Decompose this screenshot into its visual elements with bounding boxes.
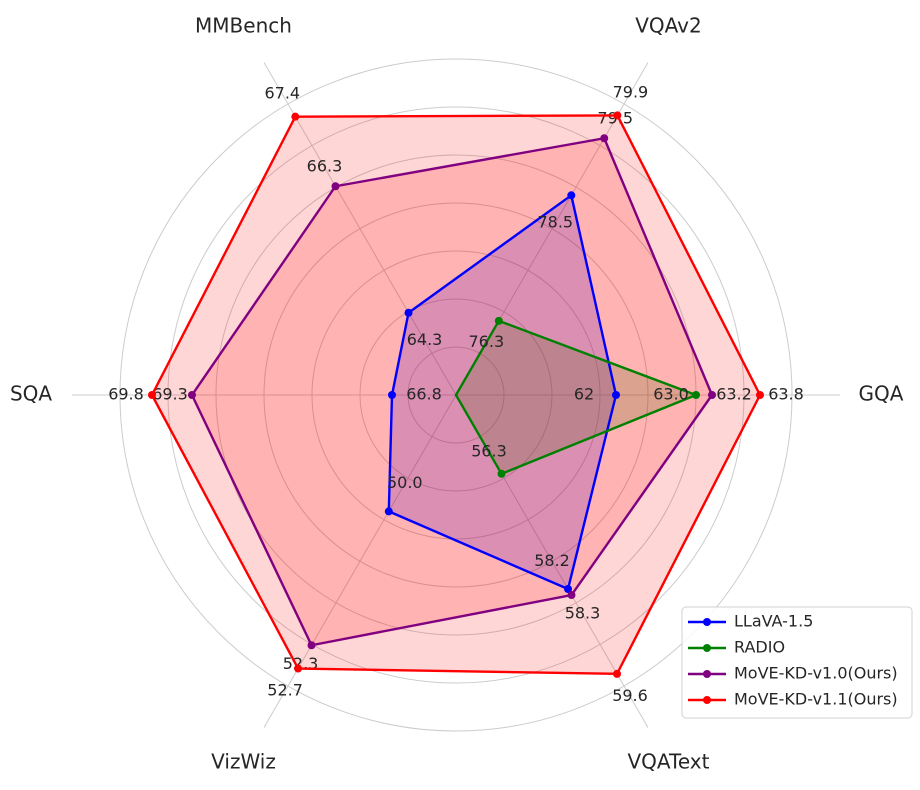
data-point bbox=[494, 316, 503, 325]
series-line bbox=[150, 115, 297, 397]
data-point bbox=[294, 664, 303, 673]
series-line bbox=[615, 393, 762, 676]
value-label: 56.3 bbox=[471, 442, 507, 461]
data-point bbox=[404, 308, 413, 317]
data-point bbox=[567, 191, 576, 200]
legend-label: RADIO bbox=[734, 638, 785, 657]
value-label: 69.3 bbox=[152, 385, 188, 404]
data-point bbox=[692, 391, 700, 399]
value-label: 66.8 bbox=[406, 385, 442, 404]
axis-label: GQA bbox=[859, 382, 904, 406]
data-point bbox=[613, 669, 621, 678]
series-line bbox=[454, 393, 503, 476]
series-line bbox=[566, 393, 618, 591]
value-label: 59.6 bbox=[612, 686, 648, 705]
value-label: 67.4 bbox=[264, 84, 300, 103]
value-label: 76.3 bbox=[469, 332, 505, 351]
legend-label: MoVE-KD-v1.0(Ours) bbox=[734, 664, 898, 683]
data-point bbox=[613, 111, 622, 120]
value-label: 62 bbox=[574, 385, 594, 404]
value-label: 63.0 bbox=[653, 385, 689, 404]
axis-label: MMBench bbox=[195, 13, 292, 37]
data-point bbox=[291, 112, 300, 121]
data-point bbox=[307, 641, 316, 650]
value-label: 50.0 bbox=[387, 473, 423, 492]
value-label: 63.8 bbox=[768, 385, 804, 404]
value-label: 63.2 bbox=[716, 385, 752, 404]
data-point bbox=[756, 391, 764, 399]
data-point bbox=[708, 391, 716, 399]
series-line bbox=[310, 593, 573, 647]
axis-label: VizWiz bbox=[211, 750, 276, 774]
value-label: 58.2 bbox=[534, 551, 570, 570]
value-label: 66.3 bbox=[307, 157, 343, 176]
data-point bbox=[384, 507, 393, 516]
series-line bbox=[296, 667, 619, 676]
series-line bbox=[150, 393, 300, 670]
spoke bbox=[263, 394, 457, 728]
data-point bbox=[497, 469, 506, 478]
value-label: 64.3 bbox=[407, 330, 443, 349]
series-line bbox=[190, 393, 313, 647]
value-label: 79.9 bbox=[613, 82, 649, 101]
data-point bbox=[567, 591, 576, 600]
series-line bbox=[497, 319, 698, 397]
data-point bbox=[148, 391, 156, 399]
value-label: 58.3 bbox=[565, 604, 601, 623]
area-fill bbox=[192, 138, 712, 646]
legend-marker bbox=[703, 670, 711, 678]
series-line bbox=[500, 393, 698, 476]
legend-marker bbox=[703, 618, 711, 626]
value-label: 78.5 bbox=[537, 213, 573, 232]
series-line bbox=[454, 319, 501, 397]
data-point bbox=[564, 584, 572, 593]
series-line bbox=[387, 510, 570, 591]
axis-label: VQAv2 bbox=[635, 13, 702, 37]
series-line bbox=[570, 393, 714, 597]
data-point bbox=[600, 134, 609, 143]
data-point bbox=[331, 182, 340, 191]
series-line bbox=[603, 137, 714, 397]
value-label: 69.8 bbox=[108, 385, 144, 404]
series-line bbox=[616, 114, 762, 397]
area-fill bbox=[388, 195, 616, 589]
legend-marker bbox=[703, 644, 711, 652]
axis-label: VQAText bbox=[627, 750, 709, 774]
legend: LLaVA-1.5 RADIO MoVE-KD-v1.0(Ours) MoVE-KD-… bbox=[681, 606, 913, 719]
series-line bbox=[294, 114, 619, 118]
axis-label: SQA bbox=[10, 382, 52, 406]
area-fill bbox=[456, 320, 696, 474]
legend-label: LLaVA-1.5 bbox=[734, 612, 813, 631]
data-point bbox=[612, 391, 620, 399]
series-line bbox=[190, 185, 337, 397]
series-line bbox=[407, 194, 573, 314]
legend-marker bbox=[703, 696, 711, 704]
series-line bbox=[390, 311, 410, 397]
data-point bbox=[188, 391, 196, 399]
series-line bbox=[334, 137, 606, 188]
legend-label: MoVE-KD-v1.1(Ours) bbox=[734, 690, 898, 709]
value-label: 52.7 bbox=[267, 681, 303, 700]
data-point bbox=[388, 391, 396, 399]
series-line bbox=[387, 393, 394, 513]
legend-box bbox=[681, 606, 913, 719]
